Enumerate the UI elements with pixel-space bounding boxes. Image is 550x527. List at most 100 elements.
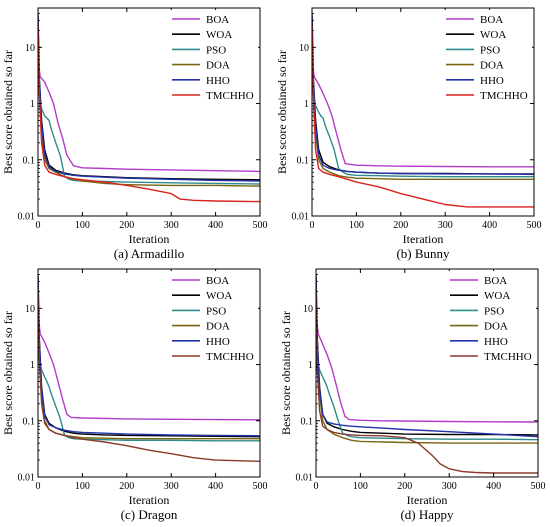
x-axis-label: Iteration	[129, 232, 170, 246]
legend-label: PSO	[484, 305, 504, 317]
x-tick-label: 500	[253, 481, 268, 492]
legend-label: TMCHHO	[484, 351, 532, 363]
legend-label: HHO	[480, 75, 504, 87]
series-line-boa	[312, 59, 534, 168]
y-axis-label: Best score obtained so far	[1, 311, 15, 435]
series-line-tmchho	[316, 285, 538, 474]
y-tick-label: 1	[30, 360, 35, 371]
legend-label: WOA	[480, 29, 506, 41]
x-tick-label: 100	[349, 220, 364, 231]
x-tick-label: 300	[442, 481, 457, 492]
series-line-pso	[38, 291, 260, 442]
panel-caption: (a) Armadillo	[114, 246, 184, 261]
legend-label: BOA	[206, 14, 229, 26]
x-tick-label: 500	[531, 481, 546, 492]
series-group	[38, 274, 260, 462]
x-tick-label: 200	[397, 481, 412, 492]
legend-label: HHO	[206, 75, 230, 87]
y-tick-label: 10	[303, 304, 313, 315]
x-tick-label: 100	[353, 481, 368, 492]
legend: BOA WOA PSO DOA HHO TMCHHO	[442, 10, 532, 102]
y-tick-label: 0.01	[18, 212, 36, 223]
x-tick-label: 400	[208, 220, 223, 231]
series-group	[316, 274, 538, 474]
chart-panel-1: 0 100 200 300 400 500 0.01 0.1 1 10 Iteration Best …	[1, 7, 268, 261]
y-tick-label: 0.1	[297, 155, 310, 166]
legend-label: PSO	[480, 44, 500, 56]
y-tick-label: 0.01	[18, 473, 36, 484]
panel-caption: (b) Bunny	[396, 246, 450, 261]
y-tick-label: 1	[308, 360, 313, 371]
y-tick-label: 1	[30, 99, 35, 110]
series-line-tmchho	[312, 24, 534, 208]
x-tick-label: 100	[75, 220, 90, 231]
y-tick-label: 10	[299, 43, 309, 54]
legend: BOA WOA PSO DOA HHO TMCHHO	[168, 10, 258, 102]
y-axis-label: Best score obtained so far	[279, 311, 293, 435]
chart-panel-3: 0 100 200 300 400 500 0.01 0.1 1 10 Iteration Best …	[1, 268, 268, 522]
y-tick-label: 10	[25, 304, 35, 315]
y-tick-label: 0.1	[23, 416, 36, 427]
series-line-hho	[38, 277, 260, 437]
legend-label: WOA	[484, 290, 510, 302]
chart-panel-2: 0 100 200 300 400 500 0.01 0.1 1 10 Iteration Best …	[275, 7, 542, 261]
legend-label: BOA	[484, 275, 507, 287]
legend-label: DOA	[206, 60, 230, 72]
legend: BOA WOA PSO DOA HHO TMCHHO	[446, 271, 536, 363]
x-tick-label: 200	[119, 481, 134, 492]
x-axis-label: Iteration	[403, 232, 444, 246]
series-group	[38, 13, 260, 203]
x-tick-label: 500	[527, 220, 542, 231]
legend-label: TMCHHO	[206, 90, 254, 102]
panel-caption: (c) Dragon	[121, 507, 178, 522]
x-tick-label: 300	[438, 220, 453, 231]
x-tick-label: 300	[164, 220, 179, 231]
series-line-pso	[38, 30, 260, 185]
chart-panel-4: 0 100 200 300 400 500 0.01 0.1 1 10 Iteration Best …	[279, 268, 546, 522]
legend: BOA WOA PSO DOA HHO TMCHHO	[168, 271, 258, 363]
legend-label: DOA	[206, 321, 230, 333]
x-tick-label: 500	[253, 220, 268, 231]
series-line-pso	[316, 291, 538, 441]
series-group	[312, 13, 534, 208]
series-line-tmchho	[38, 24, 260, 203]
y-tick-label: 0.01	[292, 212, 310, 223]
x-tick-label: 200	[393, 220, 408, 231]
legend-label: HHO	[484, 336, 508, 348]
legend-label: WOA	[206, 290, 232, 302]
legend-label: BOA	[480, 14, 503, 26]
series-line-tmchho	[38, 285, 260, 462]
x-tick-label: 300	[164, 481, 179, 492]
series-line-hho	[312, 16, 534, 176]
panel-caption: (d) Happy	[400, 507, 454, 522]
x-tick-label: 400	[208, 481, 223, 492]
x-tick-label: 100	[75, 481, 90, 492]
legend-label: WOA	[206, 29, 232, 41]
series-line-boa	[316, 313, 538, 423]
y-tick-label: 10	[25, 43, 35, 54]
x-tick-label: 0	[314, 481, 319, 492]
x-tick-label: 200	[119, 220, 134, 231]
y-tick-label: 0.1	[301, 416, 314, 427]
legend-label: TMCHHO	[480, 90, 528, 102]
y-tick-label: 1	[304, 99, 309, 110]
series-line-hho	[38, 16, 260, 182]
legend-label: DOA	[480, 60, 504, 72]
y-axis-label: Best score obtained so far	[1, 50, 15, 174]
legend-label: PSO	[206, 44, 226, 56]
legend-label: HHO	[206, 336, 230, 348]
series-line-hho	[316, 277, 538, 438]
legend-label: PSO	[206, 305, 226, 317]
y-axis-label: Best score obtained so far	[275, 50, 289, 174]
x-tick-label: 400	[486, 481, 501, 492]
y-tick-label: 0.1	[23, 155, 36, 166]
series-line-boa	[38, 313, 260, 421]
series-line-boa	[38, 59, 260, 173]
legend-label: DOA	[484, 321, 508, 333]
x-axis-label: Iteration	[407, 493, 448, 507]
x-tick-label: 0	[36, 481, 41, 492]
x-axis-label: Iteration	[129, 493, 170, 507]
legend-label: BOA	[206, 275, 229, 287]
y-tick-label: 0.01	[296, 473, 314, 484]
